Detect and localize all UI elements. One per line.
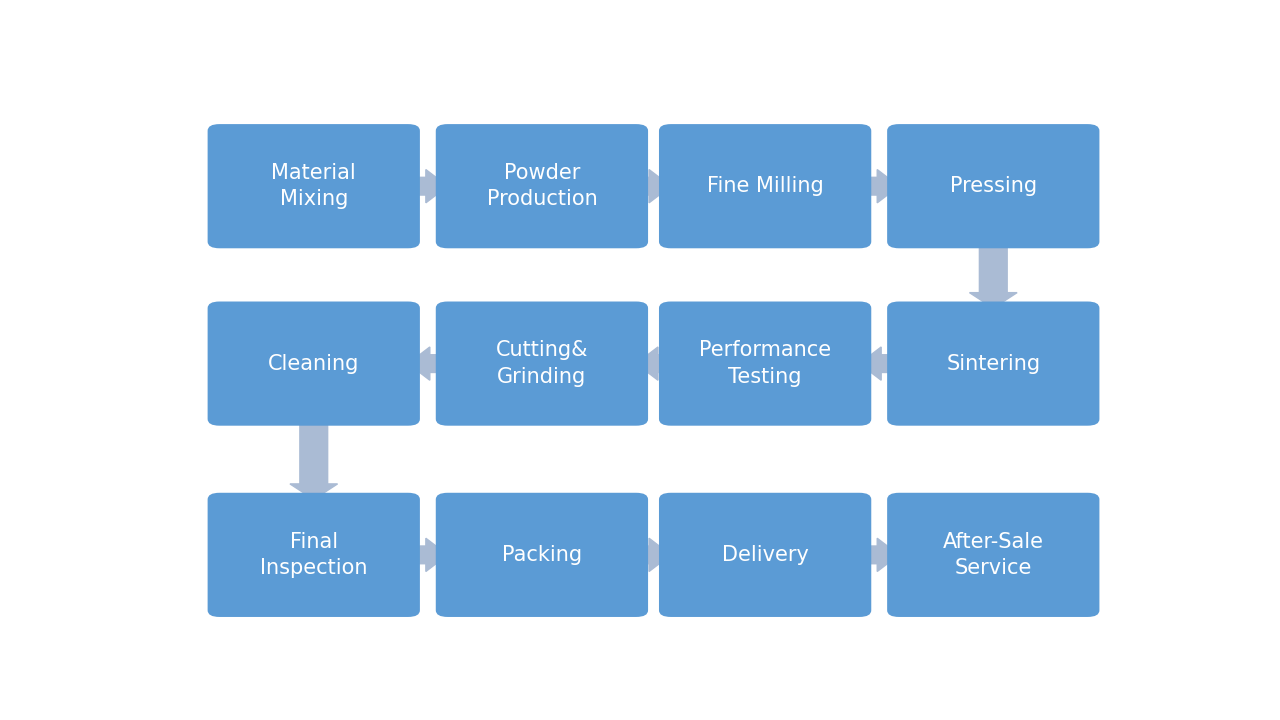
Polygon shape (636, 347, 671, 380)
FancyBboxPatch shape (659, 124, 872, 248)
Polygon shape (636, 169, 671, 203)
Text: Pressing: Pressing (950, 176, 1037, 196)
Text: Material
Mixing: Material Mixing (271, 163, 356, 210)
Text: After-Sale
Service: After-Sale Service (943, 531, 1043, 578)
Text: Cleaning: Cleaning (268, 354, 360, 374)
Text: Sintering: Sintering (946, 354, 1041, 374)
Text: Delivery: Delivery (722, 545, 809, 565)
Text: Performance
Testing: Performance Testing (699, 341, 831, 387)
FancyBboxPatch shape (435, 302, 648, 426)
Polygon shape (859, 347, 899, 380)
Polygon shape (969, 242, 1018, 308)
FancyBboxPatch shape (659, 492, 872, 617)
FancyBboxPatch shape (887, 492, 1100, 617)
FancyBboxPatch shape (207, 492, 420, 617)
FancyBboxPatch shape (435, 124, 648, 248)
FancyBboxPatch shape (435, 492, 648, 617)
Polygon shape (859, 539, 899, 572)
FancyBboxPatch shape (207, 124, 420, 248)
Text: Powder
Production: Powder Production (486, 163, 598, 210)
Polygon shape (408, 169, 448, 203)
Text: Packing: Packing (502, 545, 582, 565)
FancyBboxPatch shape (659, 302, 872, 426)
Polygon shape (291, 419, 338, 500)
Polygon shape (408, 539, 448, 572)
Text: Final
Inspection: Final Inspection (260, 531, 367, 578)
Text: Fine Milling: Fine Milling (707, 176, 823, 196)
Polygon shape (859, 169, 899, 203)
Polygon shape (636, 539, 671, 572)
FancyBboxPatch shape (887, 124, 1100, 248)
FancyBboxPatch shape (207, 302, 420, 426)
Text: Cutting&
Grinding: Cutting& Grinding (495, 341, 589, 387)
FancyBboxPatch shape (887, 302, 1100, 426)
Polygon shape (408, 347, 448, 380)
